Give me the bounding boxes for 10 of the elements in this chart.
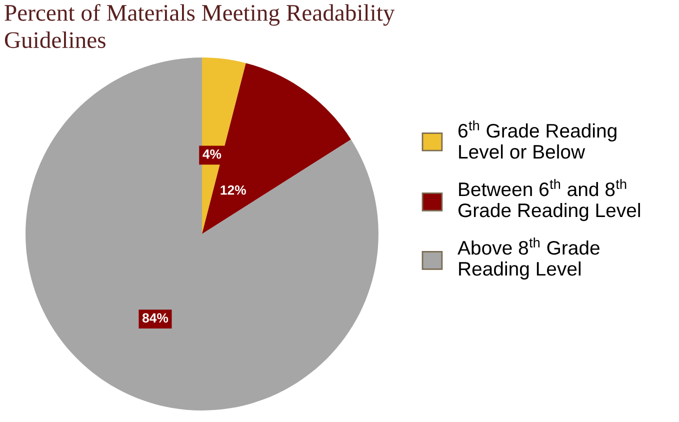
legend-label: 6$^{th}$ Grade Reading Level or Below <box>458 120 616 159</box>
legend-label: Above 8$^{th}$ Grade Reading Level <box>458 237 600 280</box>
pie-slice <box>26 58 378 410</box>
legend-label: Between 6$^{th}$ and 8$^{th}$ Grade Reading Level <box>458 178 640 222</box>
pie-slice <box>202 63 351 234</box>
data-label: 12% <box>220 185 246 195</box>
chart-title: Percent of Materials Meeting Readability Guidelines <box>4 4 395 48</box>
data-label: 84% <box>142 313 168 323</box>
data-label: 4% <box>202 149 222 159</box>
pie-slice <box>202 58 246 234</box>
